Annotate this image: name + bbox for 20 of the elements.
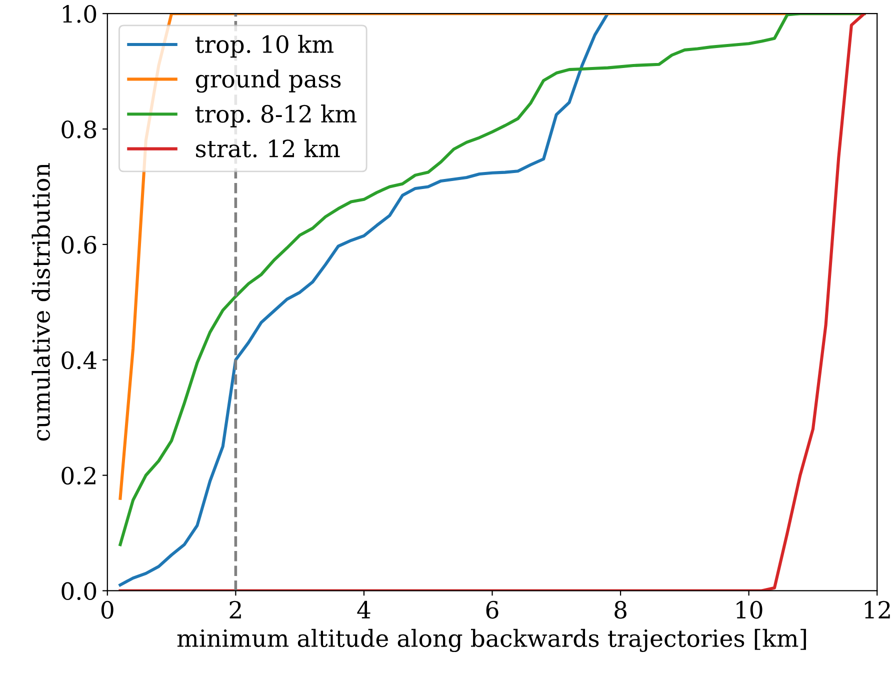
y-tick-label: 0.8 [62,120,96,138]
x-tick-label: 8 [614,600,626,619]
x-tick-label: 4 [357,600,370,618]
line-series [118,14,610,586]
y-tick-label: 1.0 [63,5,96,23]
x-tick-label: 10 [736,600,762,619]
x-tick-label: 12 [864,600,890,618]
x-tick-label: 0 [101,600,114,619]
legend-label: ground pass [196,69,341,93]
y-tick-label: 0.6 [62,236,96,254]
x-tick-label: 6 [486,600,498,619]
y-axis-title: cumulative distribution [32,163,50,441]
x-tick-label: 2 [230,600,241,618]
legend-label: trop. 10 km [195,34,334,58]
legend-label: strat. 12 km [196,139,340,158]
y-tick-label: 0.4 [62,351,96,370]
y-tick-label: 0.2 [62,466,96,485]
x-axis-title: minimum altitude along backwards trajectories [km] [177,628,806,652]
y-tick-label: 0.0 [62,582,96,600]
legend-label: trop. 8-12 km [195,104,356,128]
